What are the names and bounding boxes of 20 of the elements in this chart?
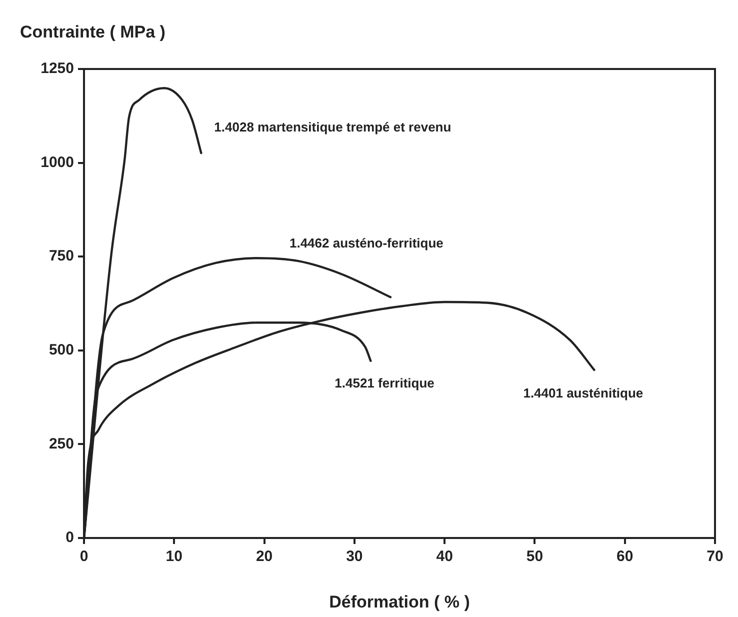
y-tick-label: 500 (48, 342, 74, 359)
x-tick-label: 40 (436, 548, 453, 566)
x-tick-label: 20 (256, 548, 273, 566)
y-axis-title: Contrainte ( MPa ) (20, 22, 166, 42)
series-label: 1.4462 austéno-ferritique (289, 236, 444, 251)
x-tick-label: 70 (706, 548, 724, 566)
x-axis-title: Déformation ( % ) (329, 592, 470, 612)
y-tick-label: 1250 (40, 60, 74, 78)
x-tick-label: 0 (80, 548, 88, 566)
y-tick-label: 1000 (40, 154, 74, 171)
x-tick-label: 10 (166, 548, 182, 566)
series-label: 1.4401 austénitique (523, 385, 644, 400)
x-tick-label: 60 (616, 548, 634, 566)
series-label: 1.4028 martensitique trempé et revenu (214, 120, 452, 135)
x-tick-label: 50 (526, 548, 544, 566)
y-tick-label: 0 (66, 529, 74, 546)
x-tick-label: 30 (346, 548, 363, 566)
text: 1.4521 ferritique (334, 375, 434, 390)
y-tick-label: 250 (48, 435, 74, 452)
y-tick-label: 750 (48, 248, 74, 265)
